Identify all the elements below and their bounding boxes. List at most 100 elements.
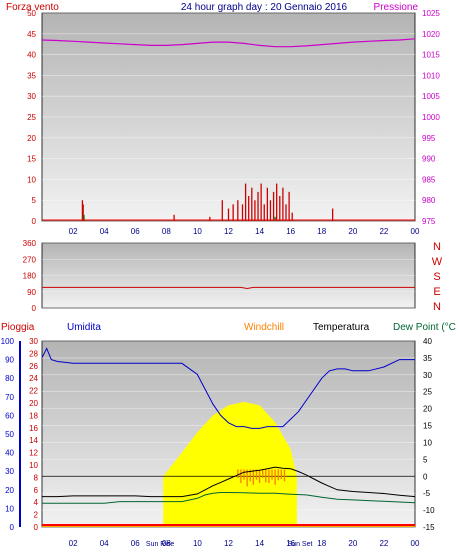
humidity-tick-label: 70 bbox=[5, 393, 14, 402]
temperature-tick-label: 15 bbox=[423, 422, 432, 431]
direction-tick-label: 180 bbox=[23, 272, 37, 281]
rain-tick-label: 16 bbox=[29, 424, 38, 433]
time-tick-label: 16 bbox=[286, 227, 295, 236]
humidity-line bbox=[41, 347, 415, 429]
wind-tick-label: 20 bbox=[27, 134, 36, 143]
rain-label: Pioggia bbox=[1, 322, 35, 333]
pressure-tick-label: 990 bbox=[422, 155, 436, 164]
pressure-tick-label: 1000 bbox=[422, 113, 440, 122]
rain-tick-label: 14 bbox=[29, 436, 38, 445]
temperature-tick-label: 40 bbox=[423, 337, 432, 346]
rain-tick-label: 10 bbox=[29, 461, 38, 470]
wind-tick-label: 40 bbox=[27, 51, 36, 60]
direction-tick-label: 90 bbox=[27, 288, 36, 297]
time-tick-label: 04 bbox=[100, 227, 109, 236]
dewpoint-label: Dew Point (°C bbox=[393, 322, 456, 333]
rain-tick-label: 24 bbox=[29, 374, 38, 383]
wind-tick-label: 50 bbox=[27, 9, 36, 18]
humidity-tick-label: 80 bbox=[5, 374, 14, 383]
compass-label: E bbox=[433, 286, 440, 298]
temperature-label: Temperatura bbox=[313, 322, 370, 333]
compass-label: W bbox=[432, 256, 443, 268]
temperature-tick-label: 0 bbox=[423, 472, 428, 481]
time-tick-label: 20 bbox=[348, 227, 357, 236]
pressure-line bbox=[41, 38, 416, 48]
wind-tick-label: 15 bbox=[27, 155, 36, 164]
direction-tick-label: 0 bbox=[32, 304, 37, 313]
time-tick-label: 12 bbox=[224, 539, 233, 548]
compass-label: N bbox=[433, 241, 441, 253]
humidity-tick-label: 90 bbox=[5, 356, 14, 365]
time-tick-label: 02 bbox=[69, 539, 78, 548]
pressure-tick-label: 1015 bbox=[422, 51, 440, 60]
pressure-tick-label: 1020 bbox=[422, 30, 440, 39]
sunrise-label: Sun Rise bbox=[146, 541, 175, 548]
wind-tick-label: 35 bbox=[27, 71, 36, 80]
time-tick-label: 06 bbox=[131, 227, 140, 236]
wind-tick-label: 10 bbox=[27, 175, 36, 184]
time-tick-label: 12 bbox=[224, 227, 233, 236]
time-tick-label: 20 bbox=[348, 539, 357, 548]
rain-tick-label: 2 bbox=[34, 511, 39, 520]
dewpoint-line bbox=[42, 492, 416, 504]
temperature-tick-label: 25 bbox=[423, 388, 432, 397]
time-tick-label: 18 bbox=[317, 227, 326, 236]
humidity-tick-label: 10 bbox=[5, 504, 14, 513]
time-tick-label: 04 bbox=[100, 539, 109, 548]
temperature-tick-label: -5 bbox=[423, 489, 431, 498]
humidity-label: Umidita bbox=[67, 322, 101, 333]
temperature-tick-label: 30 bbox=[423, 371, 432, 380]
time-tick-label: 00 bbox=[411, 227, 420, 236]
temperature-tick-label: 35 bbox=[423, 354, 432, 363]
rain-tick-label: 28 bbox=[29, 349, 38, 358]
direction-tick-label: 360 bbox=[23, 239, 37, 248]
time-tick-label: 14 bbox=[255, 539, 264, 548]
windchill-label: Windchill bbox=[244, 322, 284, 333]
compass-label: N bbox=[433, 301, 441, 313]
chart-marks: 0510152025303540455097598098599099510001… bbox=[1, 9, 443, 548]
time-tick-label: 02 bbox=[69, 227, 78, 236]
time-tick-label: 00 bbox=[411, 539, 420, 548]
humidity-tick-label: 30 bbox=[5, 467, 14, 476]
pressure-tick-label: 995 bbox=[422, 134, 436, 143]
rain-tick-label: 4 bbox=[34, 498, 39, 507]
time-tick-label: 10 bbox=[193, 539, 202, 548]
rain-baseline bbox=[42, 524, 415, 527]
temperature-tick-label: -15 bbox=[423, 523, 435, 532]
rain-tick-label: 26 bbox=[29, 362, 38, 371]
pressure-tick-label: 1010 bbox=[422, 71, 440, 80]
time-tick-label: 18 bbox=[317, 539, 326, 548]
wind-tick-label: 0 bbox=[32, 217, 37, 226]
time-tick-label: 08 bbox=[162, 227, 171, 236]
humidity-tick-label: 20 bbox=[5, 486, 14, 495]
rain-tick-label: 20 bbox=[29, 399, 38, 408]
sunset-label: Sun Set bbox=[288, 541, 313, 548]
direction-tick-label: 270 bbox=[23, 255, 37, 264]
time-tick-label: 08 bbox=[162, 539, 171, 548]
time-tick-label: 06 bbox=[131, 539, 140, 548]
humidity-tick-label: 50 bbox=[5, 430, 14, 439]
rain-tick-label: 30 bbox=[29, 337, 38, 346]
wind-tick-label: 5 bbox=[32, 196, 37, 205]
pressure-tick-label: 975 bbox=[422, 217, 436, 226]
rain-baseline-glow bbox=[42, 526, 415, 527]
temperature-tick-label: 5 bbox=[423, 455, 428, 464]
rain-tick-label: 18 bbox=[29, 411, 38, 420]
humidity-tick-label: 0 bbox=[10, 523, 15, 532]
time-tick-label: 22 bbox=[379, 539, 388, 548]
temperature-tick-label: 20 bbox=[423, 405, 432, 414]
time-tick-label: 22 bbox=[379, 227, 388, 236]
compass-label: S bbox=[433, 271, 440, 283]
humidity-tick-label: 100 bbox=[1, 337, 15, 346]
wind-tick-label: 45 bbox=[27, 30, 36, 39]
pressure-label: Pressione bbox=[374, 2, 419, 13]
time-tick-label: 16 bbox=[286, 539, 295, 548]
rain-tick-label: 22 bbox=[29, 387, 38, 396]
wind-tick-label: 30 bbox=[27, 92, 36, 101]
time-tick-label: 10 bbox=[193, 227, 202, 236]
wind-tick-label: 25 bbox=[27, 113, 36, 122]
humidity-tick-label: 60 bbox=[5, 411, 14, 420]
pressure-tick-label: 980 bbox=[422, 196, 436, 205]
wind-speed-label: Forza vento bbox=[6, 2, 59, 13]
